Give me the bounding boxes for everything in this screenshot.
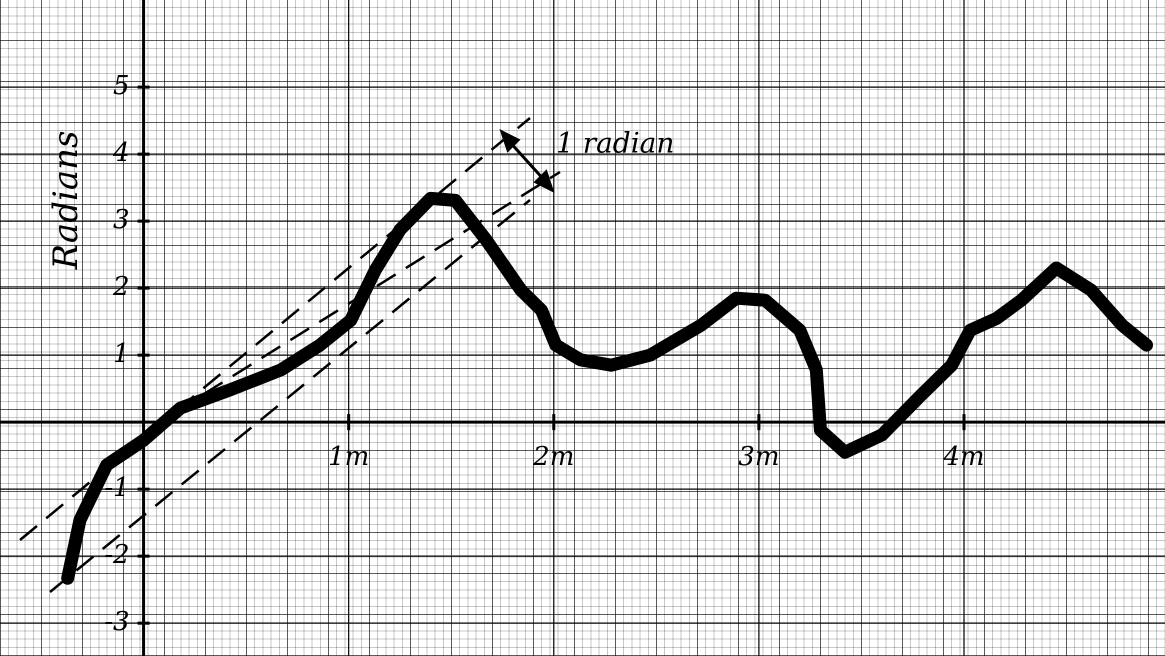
y-axis-label: Radians xyxy=(46,131,86,271)
data-line xyxy=(61,191,1154,585)
y-tick-label: 2 xyxy=(112,272,130,302)
x-tick-label: 4m xyxy=(942,442,984,472)
dashed-guide xyxy=(49,199,531,593)
dashed-guide xyxy=(174,170,561,414)
x-tick-label: 3m xyxy=(738,442,779,472)
arrow-head xyxy=(533,169,555,193)
y-tick-label: 3 xyxy=(113,205,130,235)
y-tick-label: 4 xyxy=(112,138,130,168)
radian-arrow xyxy=(499,129,555,193)
y-tick-label: -1 xyxy=(104,473,129,503)
arrow-shaft xyxy=(506,138,548,184)
y-tick-label: 5 xyxy=(113,71,130,101)
x-tick-label: 1m xyxy=(328,442,369,472)
x-tick-label: 2m xyxy=(532,442,574,472)
y-tick-label: 1 xyxy=(113,339,130,369)
y-tick-label: -3 xyxy=(104,607,129,637)
arrow-head xyxy=(499,129,521,153)
y-tick-label: -2 xyxy=(104,540,129,570)
